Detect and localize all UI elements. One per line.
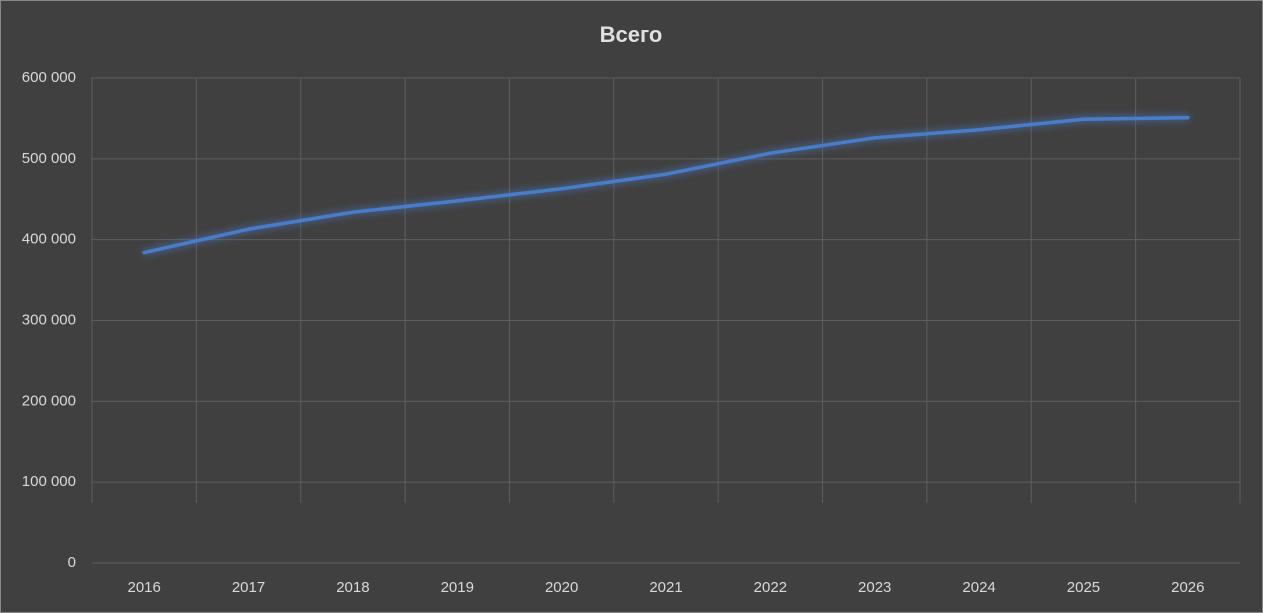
x-tick-label: 2023 — [858, 579, 891, 596]
y-tick-label: 200 000 — [22, 392, 76, 409]
x-tick-label: 2016 — [127, 579, 160, 596]
y-tick-label: 500 000 — [22, 150, 76, 167]
x-tick-label: 2017 — [232, 579, 265, 596]
y-tick-label: 400 000 — [22, 231, 76, 248]
y-tick-label: 100 000 — [22, 473, 76, 490]
x-tick-label: 2021 — [649, 579, 682, 596]
x-tick-label: 2026 — [1171, 579, 1204, 596]
y-tick-label: 0 — [68, 554, 76, 571]
data-line — [142, 115, 1190, 255]
y-tick-label: 600 000 — [22, 69, 76, 86]
x-tick-label: 2022 — [754, 579, 787, 596]
x-tick-label: 2025 — [1067, 579, 1100, 596]
x-tick-label: 2019 — [441, 579, 474, 596]
y-tick-label: 300 000 — [22, 311, 76, 328]
x-tick-label: 2018 — [336, 579, 369, 596]
x-tick-label: 2024 — [962, 579, 995, 596]
chart-title: Всего — [600, 22, 663, 47]
x-tick-label: 2020 — [545, 579, 578, 596]
